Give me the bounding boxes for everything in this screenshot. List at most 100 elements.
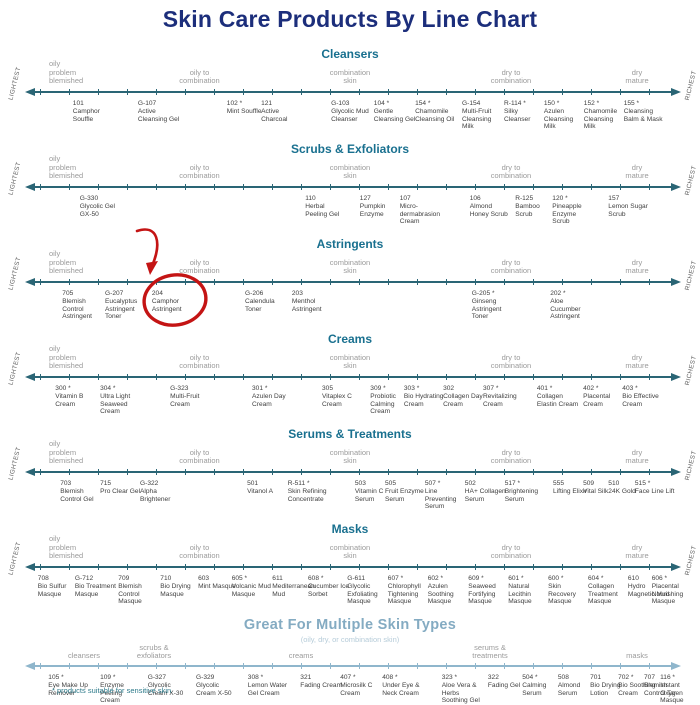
product-code: G-205 * xyxy=(471,290,495,297)
product-name: Blemish Control Tar xyxy=(644,681,677,697)
product-code: 304 * xyxy=(100,385,116,392)
product-code: 321 xyxy=(300,674,312,681)
axis-richest-label: RICHEST xyxy=(683,544,699,577)
product-name: Cucumber Ice Sorbet xyxy=(308,582,350,598)
axis-arrow-left-icon xyxy=(25,88,35,96)
page-title: Skin Care Products By Line Chart xyxy=(162,6,538,32)
product-name: Glycolic Cream X-50 xyxy=(196,681,232,697)
product-code: 309 * xyxy=(370,385,386,392)
product-name: Lemon Sugar Scrub xyxy=(608,202,648,218)
product-label: 701 Bio Drying Lotion xyxy=(590,674,632,697)
axis-richest-label: RICHEST xyxy=(683,259,699,292)
product-name: Collagen Day Cream xyxy=(443,392,483,408)
product-code: 302 xyxy=(443,385,455,392)
product-name: Pineapple Enzyme Scrub xyxy=(552,202,582,226)
sections: Cleansers oily problem blemished oily to c… xyxy=(0,46,700,704)
axis-arrow-left-icon xyxy=(25,183,35,191)
product-label: G-327 Glycolic Cream X-30 xyxy=(148,674,190,697)
product-label: 503 Vitamin C Serum xyxy=(355,480,397,503)
section-creams: Creams oily problem blemished oily to comb… xyxy=(0,331,700,426)
skin-type-label: dry to combination xyxy=(490,447,532,466)
product-code: R-511 * xyxy=(287,480,310,487)
product-name: Almond Serum xyxy=(557,681,581,697)
product-label: 515 * Face Line Lift xyxy=(635,480,677,496)
product-name: Bio Drying Lotion xyxy=(590,681,621,697)
product-name: Blemish Control Astringent xyxy=(62,297,92,321)
product-label: 605 * Volcanic Mud Masque xyxy=(232,575,274,598)
product-name: Pumpkin Enzyme xyxy=(359,202,386,218)
product-code: 104 * xyxy=(373,100,390,107)
product-label: 322 Fading Gel xyxy=(488,674,530,690)
product-name: Fruit Enzyme Serum xyxy=(385,487,424,503)
section-great-for-multiple-skin-types: Great For Multiple Skin Types (oily, dry,… xyxy=(0,616,700,704)
product-name: Blemish Control Masque xyxy=(118,582,142,606)
product-name: Mediterranean Mud xyxy=(272,582,315,598)
product-label: 501 Vitanol A xyxy=(247,480,289,496)
product-code: G-712 xyxy=(74,575,94,582)
product-label: G-207 Eucalyptus Astringent Toner xyxy=(105,290,147,321)
product-name: Lemon Water Gel Cream xyxy=(247,681,288,697)
product-code: 508 xyxy=(557,674,569,681)
product-name: Bio Sulfur Masque xyxy=(37,582,67,598)
product-label: 102 * Mint Souffle xyxy=(227,100,269,116)
section-cleansers: Cleansers oily problem blemished oily to c… xyxy=(0,46,700,141)
product-code: 322 xyxy=(487,674,499,681)
product-name: Blemish Control Gel xyxy=(60,487,94,503)
product-code: G-154 xyxy=(462,100,481,107)
product-label: 304 * Ultra Light Seaweed Cream xyxy=(100,385,142,416)
product-code: G-103 xyxy=(331,100,350,107)
product-code: 507 * xyxy=(424,480,441,487)
product-code: G-322 xyxy=(140,480,159,487)
product-label: 603 Mint Masque xyxy=(198,575,240,591)
axis-arrow-right-icon xyxy=(671,183,681,191)
skin-type-label: dry to combination xyxy=(490,257,532,276)
product-name: Face Line Lift xyxy=(634,487,675,495)
product-name: Brightening Serum xyxy=(504,487,539,503)
axis-arrow-left-icon xyxy=(25,563,35,571)
skin-type-label: cleansers xyxy=(67,651,101,661)
product-name: Microsilk C Cream xyxy=(340,681,373,697)
product-label: 555 Lifting Elixir xyxy=(553,480,595,496)
product-name: Calendula Toner xyxy=(245,297,275,313)
axis-arrow-right-icon xyxy=(671,468,681,476)
product-code: 154 * xyxy=(415,100,431,107)
product-name: Active Charcoal xyxy=(261,107,288,123)
product-code: 407 * xyxy=(340,674,356,681)
product-code: 703 xyxy=(60,480,72,487)
product-label: 703 Blemish Control Gel xyxy=(60,480,102,503)
skin-type-label: oily problem blemished xyxy=(49,534,84,561)
skin-type-label: oily to combination xyxy=(179,447,220,466)
product-code: 517 * xyxy=(504,480,521,487)
product-name: Ginseng Astringent Toner xyxy=(471,297,502,321)
products-row: 705 Blemish Control Astringent G-207 Eucaly… xyxy=(0,289,700,331)
axis xyxy=(25,373,681,381)
product-name: Almond Honey Scrub xyxy=(469,202,508,218)
product-code: 305 xyxy=(322,385,334,392)
product-name: Revitalizing Cream xyxy=(483,392,517,408)
axis-line xyxy=(34,471,672,473)
product-code: 408 * xyxy=(382,674,398,681)
product-name: Azulen Day Cream xyxy=(252,392,286,408)
skin-type-label: combination skin xyxy=(329,542,371,561)
axis-lightest-label: LIGHTEST xyxy=(7,446,23,481)
axis-richest-label: RICHEST xyxy=(683,354,699,387)
product-name: Fading Cream xyxy=(300,681,343,689)
product-code: 202 * xyxy=(550,290,566,297)
axis-line xyxy=(34,376,672,378)
section-subtitle: (oily, dry, or combination skin) xyxy=(300,635,400,644)
axis-lightest-label: LIGHTEST xyxy=(7,161,23,196)
product-code: G-327 xyxy=(147,674,167,681)
product-code: 402 * xyxy=(583,385,599,392)
product-name: Probiotic Calming Cream xyxy=(370,392,396,416)
skin-type-label: scrubs & exfoliators xyxy=(136,642,172,661)
axis xyxy=(25,278,681,286)
skin-type-label: combination skin xyxy=(329,447,371,466)
section-title: Great For Multiple Skin Types xyxy=(243,617,457,633)
product-name: Bio Soothing Cream xyxy=(618,681,656,697)
product-code: 107 xyxy=(399,195,411,202)
product-label: 715 Pro Clear Gel xyxy=(100,480,142,496)
axis xyxy=(25,662,681,670)
product-code: 606 * xyxy=(651,575,668,582)
product-name: Bio Hydrating Cream xyxy=(403,392,444,408)
product-label: 608 * Cucumber Ice Sorbet xyxy=(308,575,350,598)
